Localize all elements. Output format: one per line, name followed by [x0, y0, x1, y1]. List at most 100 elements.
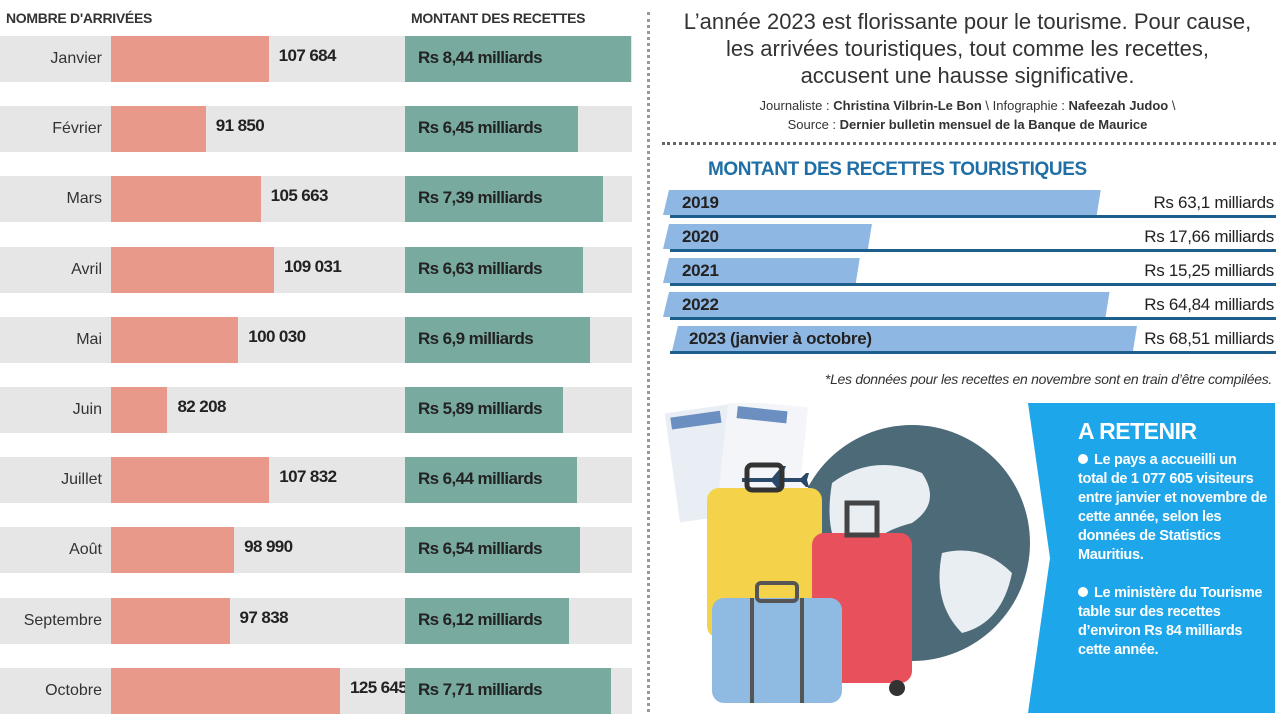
- arrivals-value: 125 645: [350, 677, 408, 697]
- intro-text: L’année 2023 est florissante pour le tou…: [683, 9, 1252, 88]
- month-label: Février: [52, 120, 102, 138]
- arrivals-bar: [111, 527, 235, 574]
- revenue-value: Rs 8,44 milliards: [418, 48, 543, 67]
- revenue-bar: [405, 387, 563, 433]
- year-value: Rs 17,66 milliards: [1144, 227, 1274, 246]
- plane-icon: [742, 466, 809, 494]
- revenue-value: Rs 6,45 milliards: [418, 118, 543, 138]
- month-row: Février 91 850 Rs 6,45 milliards: [0, 106, 632, 153]
- arrivals-bar: [111, 457, 270, 504]
- journalist: Christina Vilbrin-Le Bon: [833, 98, 982, 113]
- month-label: Août: [69, 541, 102, 559]
- arrivals-bar: [111, 246, 274, 293]
- divider: [647, 12, 650, 712]
- year-underline: [670, 283, 1276, 286]
- arrivals-value: 82 208: [177, 397, 226, 416]
- arrivals-value: 91 850: [215, 116, 265, 136]
- arrivals-bar: [111, 597, 230, 644]
- arrivals-bar: [111, 667, 340, 714]
- revenue-value: Rs 6,12 milliards: [418, 609, 543, 629]
- revenue-value: Rs 6,44 milliards: [418, 469, 543, 489]
- month-row: Avril 109 031 Rs 6,63 milliards: [0, 246, 632, 293]
- revenue-value: Rs 5,89 milliards: [418, 399, 543, 418]
- dotted-separator: [662, 142, 1276, 145]
- year-bar: [663, 224, 872, 249]
- year-value: Rs 64,84 milliards: [1144, 295, 1274, 314]
- revenue-bar: [405, 667, 612, 714]
- revenue-bar: [405, 527, 581, 574]
- arrivals-value: 105 663: [270, 186, 329, 206]
- arrivals-value: 97 838: [239, 607, 289, 627]
- year-value: Rs 63,1 milliards: [1153, 193, 1274, 212]
- arrivals-value: 107 832: [279, 467, 337, 487]
- revenue-bar: [405, 316, 590, 363]
- month-row: Octobre 125 645 Rs 7,71 milliards: [0, 667, 632, 714]
- revenue-bar: [405, 246, 583, 293]
- arrivals-value: 109 031: [283, 256, 342, 276]
- arrivals-bar: [111, 106, 206, 153]
- month-row: Janvier 107 684 Rs 8,44 milliards: [0, 36, 632, 82]
- arrivals-bar: [111, 36, 269, 82]
- source-text: Dernier bulletin mensuel de la Banque de…: [839, 117, 1148, 132]
- revenue-bar: [405, 457, 578, 504]
- bullet-1: Le pays a accueilli un total de 1 077 60…: [1078, 451, 1268, 565]
- infographie-label: \ Infographie :: [981, 98, 1069, 113]
- infographie: Nafeezah Judoo: [1068, 98, 1169, 113]
- bullet-text: Le ministère du Tourisme table sur des r…: [1078, 585, 1263, 658]
- month-row: Mai 100 030 Rs 6,9 milliards: [0, 316, 632, 363]
- revenue-value: Rs 6,54 milliards: [418, 539, 543, 559]
- revenue-bar: [405, 106, 578, 153]
- revenue-header: MONTANT DES RECETTES: [411, 10, 586, 26]
- revenue-value: Rs 6,9 milliards: [418, 328, 534, 348]
- year-label: 2021: [682, 261, 719, 280]
- month-label: Juillet: [61, 471, 102, 489]
- credits: Journaliste : Christina Vilbrin-Le Bon \…: [680, 98, 1255, 113]
- revenue-value: Rs 6,63 milliards: [418, 258, 543, 278]
- footnote: *Les données pour les recettes en novemb…: [824, 371, 1272, 387]
- revenue-bar: [405, 597, 569, 644]
- arrivals-value: 100 030: [248, 326, 306, 346]
- a-retenir-box: [1028, 403, 1275, 713]
- bullet-icon: [1078, 454, 1088, 464]
- year-label: 2020: [682, 227, 719, 246]
- month-row: Mars 105 663 Rs 7,39 milliards: [0, 176, 632, 223]
- year-bar: [663, 292, 1110, 317]
- month-label: Juin: [72, 401, 102, 418]
- month-label: Octobre: [45, 681, 102, 699]
- source-label: Source :: [787, 117, 840, 132]
- year-value: Rs 15,25 milliards: [1144, 261, 1274, 280]
- year-row: 2020 Rs 17,66 milliards: [662, 224, 1276, 252]
- year-underline: [670, 351, 1276, 354]
- year-underline: [670, 317, 1276, 320]
- bullet-icon: [1078, 587, 1088, 597]
- arrivals-bar: [111, 387, 168, 433]
- a-retenir-title: A RETENIR: [1078, 418, 1197, 444]
- year-row: 2021 Rs 15,25 milliards: [662, 258, 1276, 286]
- month-row: Juillet 107 832 Rs 6,44 milliards: [0, 457, 632, 504]
- revenue-value: Rs 7,71 milliards: [418, 679, 543, 699]
- month-row: Septembre 97 838 Rs 6,12 milliards: [0, 597, 632, 644]
- month-row: Juin 82 208 Rs 5,89 milliards: [0, 387, 632, 433]
- month-label: Septembre: [23, 611, 102, 629]
- year-row: 2023 (janvier à octobre) Rs 68,51 milliar…: [662, 326, 1276, 354]
- year-row: 2022 Rs 64,84 milliards: [662, 292, 1276, 320]
- blue-suitcase-icon: [712, 581, 842, 703]
- year-label: 2023 (janvier à octobre): [689, 329, 872, 348]
- arrivals-bar: [111, 316, 239, 363]
- month-label: Mars: [66, 190, 102, 208]
- month-label: Avril: [71, 260, 102, 278]
- source: Source : Dernier bulletin mensuel de la …: [680, 117, 1255, 132]
- year-bar: [663, 190, 1101, 215]
- revenue-bar: [405, 176, 603, 223]
- year-value: Rs 68,51 milliards: [1144, 329, 1274, 348]
- year-label: 2022: [682, 295, 719, 314]
- sep: \: [1168, 98, 1176, 113]
- arrivals-bar: [111, 176, 261, 223]
- bullet-2: Le ministère du Tourisme table sur des r…: [1078, 584, 1268, 660]
- month-row: Août 98 990 Rs 6,54 milliards: [0, 527, 632, 574]
- year-bar: [672, 326, 1137, 351]
- bullet-text: Le pays a accueilli un total de 1 077 60…: [1078, 452, 1268, 563]
- month-label: Mai: [76, 330, 102, 348]
- journalist-label: Journaliste :: [759, 98, 834, 113]
- arrivals-header: NOMBRE D'ARRIVÉES: [6, 10, 153, 26]
